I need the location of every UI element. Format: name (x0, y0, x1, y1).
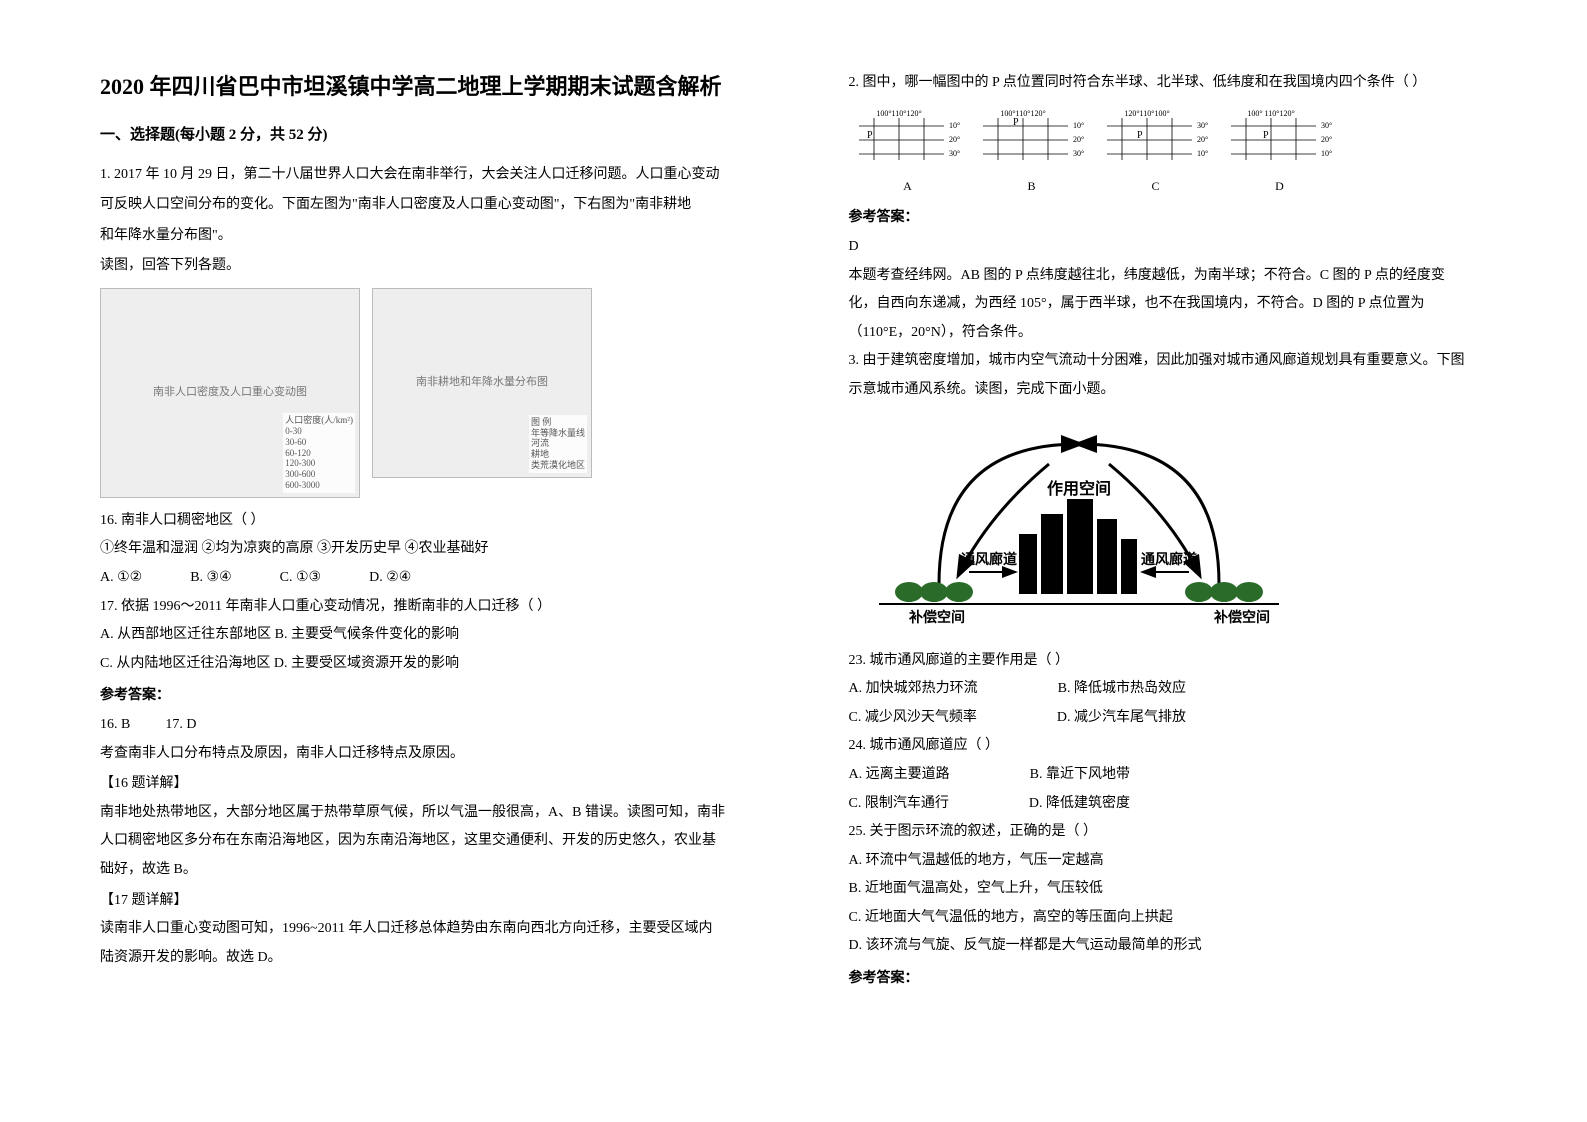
q24-b: B. 靠近下风地带 (1030, 762, 1130, 789)
q2-exp3: （110°E，20°N），符合条件。 (849, 320, 1508, 347)
q17-line-ab: A. 从西部地区迁往东部地区 B. 主要受气候条件变化的影响 (100, 622, 759, 649)
q3-intro1: 3. 由于建筑密度增加，城市内空气流动十分困难，因此加强对城市通风廊道规划具有重… (849, 348, 1508, 375)
mini-map-c: P 120°110°100° 30° 20° 10° C (1097, 103, 1215, 198)
mini-map-b: P 100°110°120° 10° 20° 30° B (973, 103, 1091, 198)
q16-choices: A. ①② B. ③④ C. ①③ D. ②④ (100, 565, 759, 592)
map-right-label: 南非耕地和年降水量分布图 (416, 372, 548, 393)
q16-choice-b: B. ③④ (190, 565, 231, 592)
q24-a: A. 远离主要道路 (849, 762, 950, 789)
q23-row2: C. 减少风沙天气频率 D. 减少汽车尾气排放 (849, 705, 1508, 732)
svg-text:P: P (1263, 130, 1269, 141)
q23-stem: 23. 城市通风廊道的主要作用是（ ） (849, 648, 1508, 675)
map-left-legend: 人口密度(人/km²) 0-30 30-60 60-120 120-300 30… (283, 413, 355, 493)
answer-heading-left: 参考答案： (100, 683, 759, 710)
q17-line-cd: C. 从内陆地区迁往沿海地区 D. 主要受区域资源开发的影响 (100, 651, 759, 678)
svg-text:20°: 20° (1197, 135, 1208, 144)
q17-detail-2: 陆资源开发的影响。故选 D。 (100, 945, 759, 972)
left-column: 2020 年四川省巴中市坦溪镇中学高二地理上学期期末试题含解析 一、选择题(每小… (100, 70, 759, 1072)
q16-choice-a: A. ①② (100, 565, 142, 592)
q2-answer: D (849, 234, 1508, 261)
mini-label-a: A (849, 175, 967, 198)
svg-text:通风廊道: 通风廊道 (961, 551, 1017, 568)
q25-c: C. 近地面大气气温低的地方，高空的等压面向上拱起 (849, 905, 1508, 932)
q23-c: C. 减少风沙天气频率 (849, 705, 977, 732)
map-left: 南非人口密度及人口重心变动图 人口密度(人/km²) 0-30 30-60 60… (100, 288, 360, 498)
svg-text:20°: 20° (1073, 135, 1084, 144)
q1-intro-line1: 1. 2017 年 10 月 29 日，第二十八届世界人口大会在南非举行，大会关… (100, 162, 759, 189)
section-heading: 一、选择题(每小题 2 分，共 52 分) (100, 121, 759, 150)
q25-d: D. 该环流与气旋、反气旋一样都是大气运动最简单的形式 (849, 933, 1508, 960)
svg-text:100°110°120°: 100°110°120° (1000, 109, 1045, 118)
answer-heading-q3: 参考答案： (849, 966, 1508, 993)
q25-b: B. 近地面气温高处，空气上升，气压较低 (849, 876, 1508, 903)
svg-text:补偿空间: 补偿空间 (1213, 609, 1270, 626)
map-row: 南非人口密度及人口重心变动图 人口密度(人/km²) 0-30 30-60 60… (100, 288, 759, 498)
q24-d: D. 降低建筑密度 (1029, 791, 1130, 818)
svg-text:100°110°120°: 100°110°120° (876, 109, 921, 118)
analysis-intro: 考查南非人口分布特点及原因，南非人口迁移特点及原因。 (100, 741, 759, 768)
map-left-label: 南非人口密度及人口重心变动图 (153, 382, 307, 403)
q16-detail-heading: 【16 题详解】 (100, 771, 759, 798)
svg-text:20°: 20° (1321, 135, 1332, 144)
svg-text:10°: 10° (949, 121, 960, 130)
q24-row1: A. 远离主要道路 B. 靠近下风地带 (849, 762, 1508, 789)
q16-choice-d: D. ②④ (369, 565, 411, 592)
q2-stem: 2. 图中，哪一幅图中的 P 点位置同时符合东半球、北半球、低纬度和在我国境内四… (849, 70, 1508, 97)
q23-d: D. 减少汽车尾气排放 (1057, 705, 1186, 732)
q23-row1: A. 加快城郊热力环流 B. 降低城市热岛效应 (849, 676, 1508, 703)
q1-intro-line4: 读图，回答下列各题。 (100, 253, 759, 280)
q16-detail-3: 础好，故选 B。 (100, 857, 759, 884)
q3-intro2: 示意城市通风系统。读图，完成下面小题。 (849, 377, 1508, 404)
q1-intro-line2: 可反映人口空间分布的变化。下面左图为"南非人口密度及人口重心变动图"，下右图为"… (100, 192, 759, 219)
svg-text:120°110°100°: 120°110°100° (1124, 109, 1169, 118)
svg-text:作用空间: 作用空间 (1046, 479, 1110, 498)
q24-c: C. 限制汽车通行 (849, 791, 949, 818)
q2-exp2: 化，自西向东递减，为西经 105°，属于西半球，也不在我国境内，不符合。D 图的… (849, 291, 1508, 318)
answers-16-17: 16. B 17. D (100, 712, 759, 739)
answer-heading-q2: 参考答案： (849, 205, 1508, 232)
q16-stem: 16. 南非人口稠密地区（ ） (100, 508, 759, 535)
q16-options-line: ①终年温和湿润 ②均为凉爽的高原 ③开发历史早 ④农业基础好 (100, 536, 759, 563)
map-right: 南非耕地和年降水量分布图 图 例 年等降水量线 河流 耕地 类荒漠化地区 (372, 288, 592, 478)
svg-text:10°: 10° (1321, 149, 1332, 158)
q24-stem: 24. 城市通风廊道应（ ） (849, 733, 1508, 760)
q2-exp1: 本题考查经纬网。AB 图的 P 点纬度越往北，纬度越低，为南半球；不符合。C 图… (849, 263, 1508, 290)
svg-text:30°: 30° (1321, 121, 1332, 130)
map-right-legend: 图 例 年等降水量线 河流 耕地 类荒漠化地区 (529, 415, 587, 473)
svg-text:P: P (867, 130, 873, 141)
q1-intro-line3: 和年降水量分布图"。 (100, 223, 759, 250)
q17-stem: 17. 依据 1996～2011 年南非人口重心变动情况，推断南非的人口迁移（ … (100, 594, 759, 621)
svg-text:通风廊道: 通风廊道 (1141, 551, 1197, 568)
q17-detail-1: 读南非人口重心变动图可知，1996~2011 年人口迁移总体趋势由东南向西北方向… (100, 916, 759, 943)
q16-detail-2: 人口稠密地区多分布在东南沿海地区，因为东南沿海地区，这里交通便利、开发的历史悠久… (100, 828, 759, 855)
mini-map-a: P 100°110°120° 10° 20° 30° A (849, 103, 967, 198)
svg-text:30°: 30° (1073, 149, 1084, 158)
q23-a: A. 加快城郊热力环流 (849, 676, 978, 703)
mini-label-b: B (973, 175, 1091, 198)
mini-map-d: P 100° 110°120° 30° 20° 10° D (1221, 103, 1339, 198)
svg-text:P: P (1013, 117, 1019, 128)
q17-detail-heading: 【17 题详解】 (100, 888, 759, 915)
svg-text:30°: 30° (949, 149, 960, 158)
wind-diagram: 作用空间 通风廊道 通风廊道 补偿空间 补偿空间 (869, 414, 1289, 634)
svg-text:10°: 10° (1197, 149, 1208, 158)
svg-text:补偿空间: 补偿空间 (908, 609, 965, 626)
mini-label-c: C (1097, 175, 1215, 198)
svg-text:20°: 20° (949, 135, 960, 144)
exam-title: 2020 年四川省巴中市坦溪镇中学高二地理上学期期末试题含解析 (100, 70, 759, 103)
svg-text:P: P (1137, 130, 1143, 141)
mini-label-d: D (1221, 175, 1339, 198)
q24-row2: C. 限制汽车通行 D. 降低建筑密度 (849, 791, 1508, 818)
q16-choice-c: C. ①③ (280, 565, 321, 592)
q16-detail-1: 南非地处热带地区，大部分地区属于热带草原气候，所以气温一般很高，A、B 错误。读… (100, 800, 759, 827)
mini-maps-row: P 100°110°120° 10° 20° 30° A (849, 103, 1508, 198)
q25-stem: 25. 关于图示环流的叙述，正确的是（ ） (849, 819, 1508, 846)
right-column: 2. 图中，哪一幅图中的 P 点位置同时符合东半球、北半球、低纬度和在我国境内四… (849, 70, 1508, 1072)
svg-text:10°: 10° (1073, 121, 1084, 130)
svg-text:100° 110°120°: 100° 110°120° (1247, 109, 1294, 118)
svg-text:30°: 30° (1197, 121, 1208, 130)
q23-b: B. 降低城市热岛效应 (1058, 676, 1186, 703)
page-container: 2020 年四川省巴中市坦溪镇中学高二地理上学期期末试题含解析 一、选择题(每小… (100, 70, 1507, 1072)
q25-a: A. 环流中气温越低的地方，气压一定越高 (849, 848, 1508, 875)
